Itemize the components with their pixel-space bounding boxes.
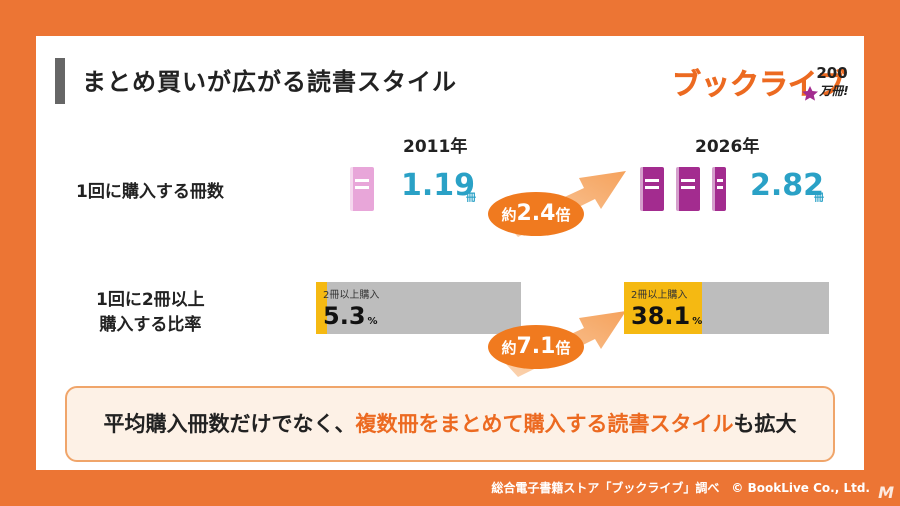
row-label-books-per-purchase: 1回に購入する冊数 [76, 182, 224, 202]
ratio-2026-value: 38.1% [631, 302, 703, 330]
year-2026-label: 2026年 [695, 137, 760, 157]
logo-badge-number: 200 [816, 64, 847, 82]
books-2026-value: 2.82 [750, 168, 825, 203]
source-credit: 総合電子書籍ストア「ブックライブ」調べ © BookLive Co., Ltd. [491, 481, 870, 495]
books-2026-unit: 冊 [814, 193, 824, 204]
summary-highlight: 複数冊をまとめて購入する読書スタイル [355, 412, 734, 436]
ratio-fill-2026 [624, 282, 703, 334]
logo-badge-text: 万冊! [818, 84, 848, 98]
summary-box: 平均購入冊数だけでなく、複数冊をまとめて購入する読書スタイルも拡大 [65, 386, 835, 462]
ratio-fill-2011 [316, 282, 327, 334]
book-icon [640, 167, 664, 211]
title-accent-bar [55, 58, 65, 104]
star-icon [802, 86, 818, 101]
row-label-line2: 購入する比率 [99, 315, 202, 335]
slide-title: まとめ買いが広がる読書スタイル [82, 68, 457, 96]
multiplier-badge-ratio: 約7.1倍 [488, 325, 584, 369]
ratio-caption: 2冊以上購入 [323, 290, 380, 301]
ratio-caption: 2冊以上購入 [631, 290, 688, 301]
ratio-bar-2026: 2冊以上購入 38.1% [624, 282, 829, 334]
book-icon [676, 167, 700, 211]
corner-mark: M [878, 483, 894, 502]
ratio-bar-2011: 2冊以上購入 5.3% [316, 282, 521, 334]
book-icon [350, 167, 374, 211]
row-label-multi-book-ratio: 1回に2冊以上 購入する比率 [96, 288, 205, 338]
year-2011-label: 2011年 [403, 137, 468, 157]
booklive-logo: ブックライブ 200 万冊! [672, 64, 849, 101]
books-2011-value: 1.19 [401, 168, 476, 203]
row-label-line1: 1回に2冊以上 [96, 290, 205, 310]
ratio-2011-value: 5.3% [323, 302, 378, 330]
book-icon [712, 167, 726, 211]
logo-text: ブックライブ [672, 67, 846, 101]
multiplier-badge-books: 約2.4倍 [488, 192, 584, 236]
slide: まとめ買いが広がる読書スタイル ブックライブ 200 万冊! 2011年 202… [36, 36, 864, 470]
summary-text-2: も拡大 [733, 412, 797, 436]
books-2011-unit: 冊 [466, 193, 476, 204]
summary-text-1: 平均購入冊数だけでなく、 [103, 412, 356, 436]
